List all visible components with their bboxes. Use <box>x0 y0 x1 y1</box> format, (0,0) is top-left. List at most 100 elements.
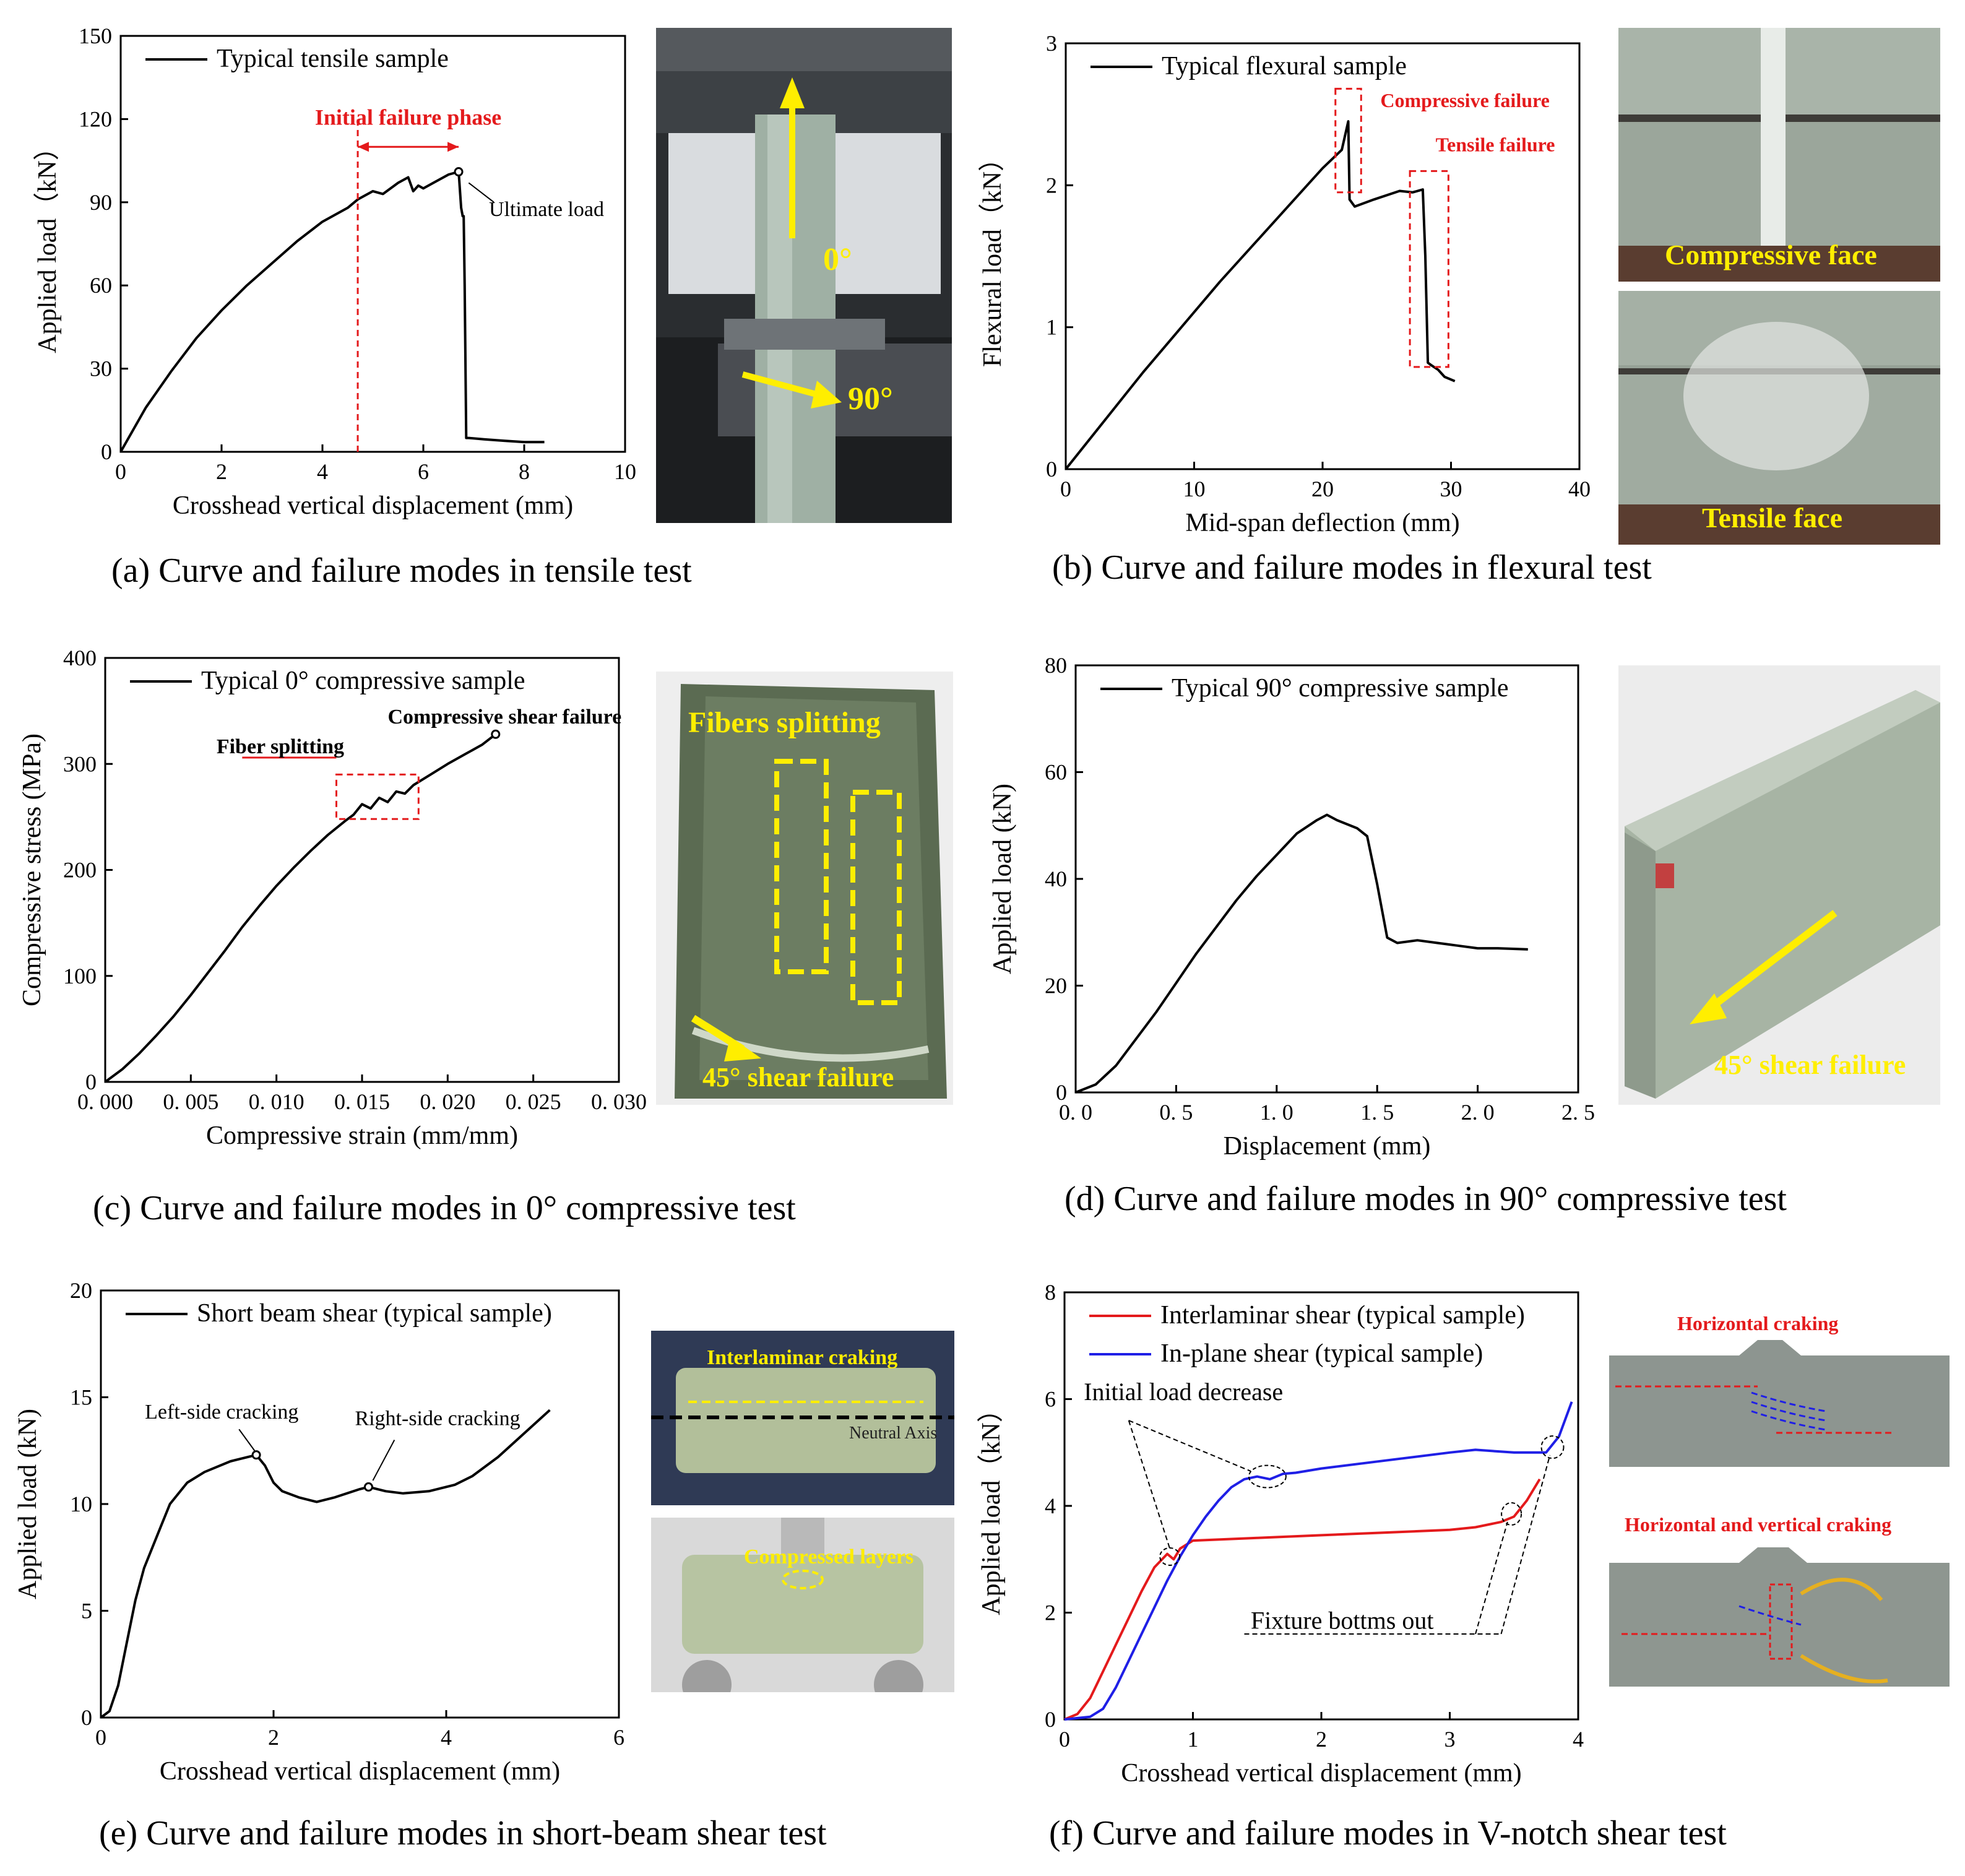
decrease-circle-red <box>1159 1547 1181 1566</box>
y-tick-label: 20 <box>70 1278 92 1303</box>
x-tick-label: 10 <box>1183 477 1206 501</box>
x-tick-label: 0. 000 <box>77 1089 133 1114</box>
caption-d: (d) Curve and failure modes in 90° compr… <box>1065 1180 1787 1218</box>
chart-b-svg: 0 10 20 30 40 0 1 2 3 Mid-span deflection (mm) Fle… <box>978 31 1591 537</box>
photo-e-bottom-drawing <box>651 1518 954 1692</box>
bottoms-leader-blue <box>1500 1455 1551 1635</box>
photo-f-bottom: Horizontal and vertical craking <box>1603 1513 1956 1693</box>
label-45-shear: 45° shear failure <box>702 1062 894 1092</box>
y-tick-label: 200 <box>63 858 97 883</box>
photo-a-drawing <box>656 28 952 523</box>
x-axis-label: Displacement (mm) <box>1224 1132 1431 1161</box>
x-axis-label: Compressive strain (mm/mm) <box>206 1122 518 1150</box>
y-axis-label: Compressive stress (MPa) <box>18 733 46 1006</box>
y-tick-label: 40 <box>1045 867 1067 891</box>
x-tick-label: 2. 0 <box>1461 1100 1495 1125</box>
bottoms-circle-blue <box>1540 1435 1565 1459</box>
caption-b: (b) Curve and failure modes in flexural … <box>1052 548 1652 587</box>
x-tick-label: 0 <box>1060 477 1071 501</box>
photo-f-top-drawing <box>1609 1340 1950 1467</box>
tensile-box <box>1409 170 1449 368</box>
y-tick-label: 100 <box>63 964 97 988</box>
y-tick-label: 2 <box>1046 173 1057 197</box>
y-tick-label: 0 <box>101 439 112 464</box>
label-neutral-axis: Neutral Axis <box>849 1424 938 1443</box>
legend-label-1: In-plane shear (typical sample) <box>1160 1339 1483 1368</box>
annotation-phase: Initial failure phase <box>315 105 501 129</box>
plot-frame <box>119 35 626 453</box>
x-tick-label: 20 <box>1311 477 1334 501</box>
chart-c-svg: 0. 000 0. 005 0. 010 0. 015 0. 020 0. 025 0. 0… <box>18 646 647 1150</box>
caption-a: (a) Curve and failure modes in tensile t… <box>111 551 692 590</box>
photo-e-top: Interlaminar craking Neutral Axis <box>651 1331 954 1505</box>
y-axis-label: Applied load (kN) <box>14 1409 42 1599</box>
ultimate-leader <box>468 182 494 203</box>
label-horizontal-craking: Horizontal craking <box>1677 1312 1839 1334</box>
y-tick-label: 1 <box>1046 315 1057 340</box>
y-tick-label: 0 <box>1045 1707 1056 1732</box>
photo-f-bottom-drawing <box>1609 1547 1950 1687</box>
annotation-splitting: Fiber splitting <box>217 735 344 758</box>
x-tick-label: 6 <box>418 459 429 484</box>
x-axis-label: Crosshead vertical displacement (mm) <box>1121 1759 1521 1787</box>
y-tick-label: 150 <box>79 24 112 48</box>
photo-e-bottom: Compressed layers <box>651 1518 954 1692</box>
y-tick-label: 0 <box>85 1070 97 1094</box>
x-tick-label: 0. 5 <box>1159 1100 1193 1125</box>
x-tick-label: 40 <box>1568 477 1591 501</box>
y-tick-label: 20 <box>1045 974 1067 998</box>
series-line-0 <box>100 1409 551 1719</box>
photo-d: 45° shear failure <box>1618 665 1940 1105</box>
photo-c: Fibers splitting 45° shear failure <box>656 672 953 1105</box>
photo-c-drawing <box>656 672 953 1105</box>
y-tick-label: 4 <box>1045 1493 1056 1518</box>
x-tick-label: 2 <box>268 1725 279 1750</box>
series-line-0 <box>1064 1478 1541 1721</box>
label-0deg: 0° <box>823 242 852 277</box>
series-line-0 <box>1075 813 1528 1094</box>
y-axis-label: Applied load（kN） <box>977 1396 1006 1615</box>
photo-b-top: Compressive face <box>1618 28 1940 282</box>
x-tick-label: 4 <box>1573 1727 1584 1752</box>
annotation-tensile: Tensile failure <box>1436 133 1555 155</box>
x-tick-label: 0 <box>115 459 126 484</box>
x-tick-label: 0 <box>95 1725 106 1750</box>
photo-b-top-drawing <box>1618 28 1940 282</box>
y-tick-label: 5 <box>81 1599 92 1623</box>
y-tick-label: 300 <box>63 751 97 776</box>
photo-f-top: Horizontal craking <box>1603 1312 1956 1473</box>
x-tick-label: 30 <box>1440 477 1462 501</box>
x-tick-label: 0. 025 <box>506 1089 561 1114</box>
chart-e-svg: 0 2 4 6 0 5 10 15 20 Crosshead vertical displacem… <box>14 1278 624 1786</box>
x-tick-label: 0. 015 <box>334 1089 390 1114</box>
y-tick-label: 60 <box>90 273 112 298</box>
x-tick-label: 2 <box>216 459 227 484</box>
photo-b-bottom-drawing <box>1618 291 1940 545</box>
series-line-1 <box>1064 1401 1573 1721</box>
legend-label-0: Typical 90° compressive sample <box>1172 674 1509 702</box>
label-45-shear-d: 45° shear failure <box>1714 1050 1906 1080</box>
x-tick-label: 8 <box>519 459 530 484</box>
x-tick-label: 6 <box>613 1725 624 1750</box>
x-tick-label: 1. 0 <box>1260 1100 1293 1125</box>
shear-marker <box>491 729 501 739</box>
x-tick-label: 2. 5 <box>1561 1100 1595 1125</box>
photo-a: 0° 90° <box>656 28 952 523</box>
chart-a-svg: 0 2 4 6 8 10 0 30 60 90 120 150 Crosshead vertical d… <box>33 24 636 520</box>
y-tick-label: 15 <box>70 1385 92 1410</box>
y-tick-label: 3 <box>1046 31 1057 56</box>
y-axis-label: Flexural load（kN） <box>978 145 1007 367</box>
phase-arrowhead-left <box>358 142 369 152</box>
label-tensile-face: Tensile face <box>1702 502 1842 534</box>
x-tick-label: 0. 0 <box>1059 1100 1092 1125</box>
decrease-circle-blue <box>1248 1464 1287 1489</box>
plot-frame <box>1074 664 1579 1094</box>
chart-f-svg: 0 1 2 3 4 0 2 4 6 8 Crosshead vertical displacemen… <box>977 1280 1584 1787</box>
x-tick-label: 4 <box>317 459 328 484</box>
annotation-ultimate: Ultimate load <box>489 198 604 221</box>
plot-frame <box>100 1289 620 1719</box>
bottoms-circle-red <box>1501 1502 1522 1526</box>
y-tick-label: 90 <box>90 190 112 215</box>
y-tick-label: 60 <box>1045 760 1067 785</box>
annotation-decrease: Initial load decrease <box>1084 1378 1283 1406</box>
